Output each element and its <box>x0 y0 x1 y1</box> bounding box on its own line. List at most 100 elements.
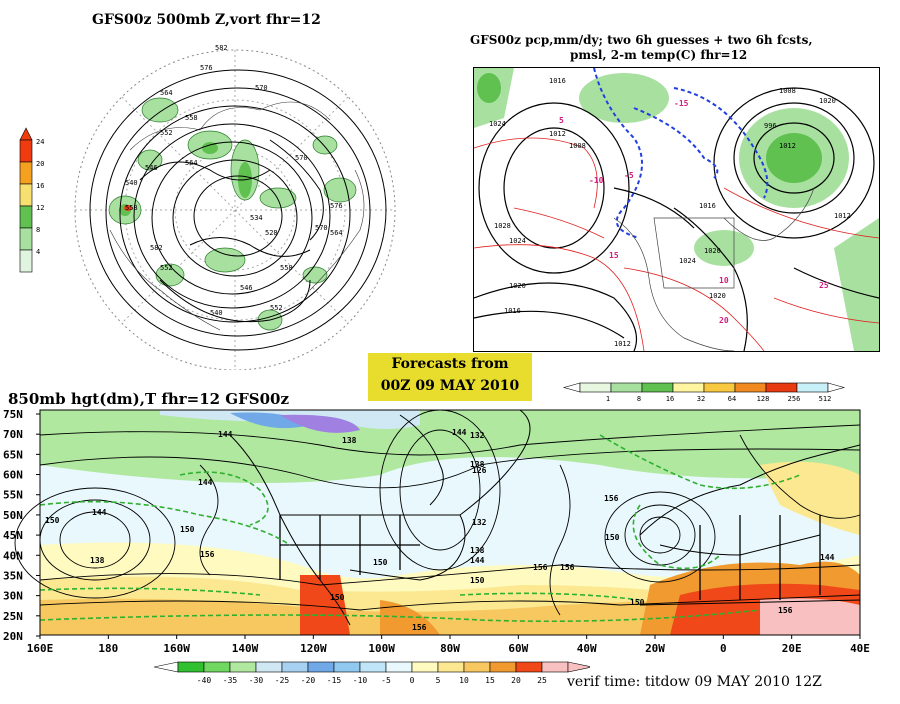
pressure-label: 1020 <box>704 247 721 255</box>
contour-label: 582 <box>215 44 228 52</box>
height-label: 150 <box>470 576 485 585</box>
colorbar-swatch <box>19 183 33 207</box>
colorbar-tick-label: -5 <box>381 676 391 685</box>
colorbar-tick-label: 25 <box>537 676 547 685</box>
pressure-label: 1008 <box>569 142 586 150</box>
longitude-label: 60W <box>508 642 528 655</box>
pressure-label: 1020 <box>509 282 526 290</box>
height-label: 144 <box>452 428 467 437</box>
pressure-label: 1016 <box>504 307 521 315</box>
height-label: 138 <box>470 546 485 555</box>
contour-label: 546 <box>145 164 158 172</box>
latitude-label: 45N <box>3 529 23 542</box>
colorbar-swatch <box>463 661 491 673</box>
height-label: 138 <box>90 556 105 565</box>
colorbar-tick-label: 16 <box>36 182 44 190</box>
colorbar-tick-label: 64 <box>728 395 736 403</box>
height-label: 150 <box>330 593 345 602</box>
height-label: 156 <box>560 563 575 572</box>
precip-colorbar: 1 8 16 32 64 128 256 512 <box>560 381 878 405</box>
height-label: 138 <box>470 460 485 469</box>
height-label: 156 <box>604 494 619 503</box>
colorbar-tick-label: 1 <box>606 395 610 403</box>
colorbar-swatch <box>19 249 33 273</box>
colorbar-tick-label: 128 <box>757 395 770 403</box>
colorbar-tick-label: 24 <box>36 138 44 146</box>
colorbar-tick-label: 20 <box>511 676 521 685</box>
colorbar-tick-label: -35 <box>223 676 238 685</box>
pressure-label: 1008 <box>779 87 796 95</box>
height-label: 156 <box>200 550 215 559</box>
forecast-banner: Forecasts from 00Z 09 MAY 2010 <box>368 353 532 401</box>
pressure-label: 1024 <box>509 237 526 245</box>
height-label: 144 <box>92 508 107 517</box>
colorbar-swatch <box>385 661 413 673</box>
colorbar-swatch <box>515 661 543 673</box>
height-label: 132 <box>470 431 485 440</box>
colorbar-swatch <box>203 661 231 673</box>
colorbar-tick-label: 256 <box>788 395 801 403</box>
longitude-label: 180 <box>98 642 118 655</box>
contour-label: 552 <box>160 264 173 272</box>
latitude-label: 75N <box>3 408 23 421</box>
temperature-label: 15 <box>609 251 619 260</box>
contour-label: 570 <box>255 84 268 92</box>
colorbar-swatch <box>437 661 465 673</box>
latitude-label: 35N <box>3 569 23 582</box>
colorbar-swatch <box>411 661 439 673</box>
colorbar-swatch <box>19 205 33 229</box>
colorbar-tick-label: 4 <box>36 248 40 256</box>
height-label: 150 <box>45 516 60 525</box>
colorbar-swatch <box>734 382 767 393</box>
colorbar-tick-label: 16 <box>666 395 674 403</box>
colorbar-swatch <box>703 382 736 393</box>
colorbar-swatch <box>177 661 205 673</box>
forecast-banner-line1: Forecasts from <box>391 356 509 372</box>
longitude-label: 40E <box>850 642 870 655</box>
contour-label: 546 <box>240 284 253 292</box>
pressure-label: 1012 <box>614 340 631 348</box>
contour-label: 534 <box>250 214 263 222</box>
longitude-label: 140W <box>232 642 259 655</box>
colorbar-swatch <box>541 661 569 673</box>
colorbar-tick-label: 0 <box>410 676 415 685</box>
latitude-label: 70N <box>3 428 23 441</box>
contour-label: 582 <box>150 244 163 252</box>
pressure-label: 1020 <box>709 292 726 300</box>
pressure-label: 996 <box>764 122 777 130</box>
longitude-label: 120W <box>300 642 327 655</box>
colorbar-tick-label: 8 <box>637 395 641 403</box>
latitude-label: 55N <box>3 489 23 502</box>
longitude-label: 40W <box>577 642 597 655</box>
pressure-label: 1012 <box>834 212 851 220</box>
colorbar-swatch <box>19 139 33 163</box>
height-label: 150 <box>180 525 195 534</box>
longitude-label: 100W <box>368 642 395 655</box>
colorbar-tick-label: -20 <box>301 676 316 685</box>
height-label: 156 <box>778 606 793 615</box>
temperature-label: -5 <box>624 171 634 180</box>
pressure-label: 1012 <box>549 130 566 138</box>
longitude-label: 160E <box>27 642 54 655</box>
temperature-label: 25 <box>819 281 829 290</box>
contour-label: 564 <box>160 89 173 97</box>
latitude-label: 20N <box>3 630 23 643</box>
contour-label: 570 <box>295 154 308 162</box>
panel-850mb-title: 850mb hgt(dm),T fhr=12 GFS00z <box>8 390 289 408</box>
colorbar-swatch <box>765 382 798 393</box>
forecast-banner-line2: 00Z 09 MAY 2010 <box>380 378 520 394</box>
colorbar-tick-label: 5 <box>436 676 441 685</box>
colorbar-tick-label: 12 <box>36 204 44 212</box>
colorbar-tick-label: 32 <box>697 395 705 403</box>
height-label: 126 <box>472 466 487 475</box>
contour-label: 576 <box>200 64 213 72</box>
colorbar-swatch <box>610 382 643 393</box>
colorbar-swatch <box>307 661 335 673</box>
temperature-colorbar: -40 -35 -30 -25 -20 -15 -10 -5 0 5 10 15 20 25 <box>150 660 593 686</box>
temperature-label: -15 <box>674 99 689 108</box>
latitude-label: 40N <box>3 549 23 562</box>
height-label: 144 <box>820 553 835 562</box>
contour-label: 576 <box>330 202 343 210</box>
panel-850mb-hgt-temp: 144 138 132 126 144 150 156 144 150 156 138 150 156 1… <box>0 405 900 700</box>
contour-label: 570 <box>315 224 328 232</box>
